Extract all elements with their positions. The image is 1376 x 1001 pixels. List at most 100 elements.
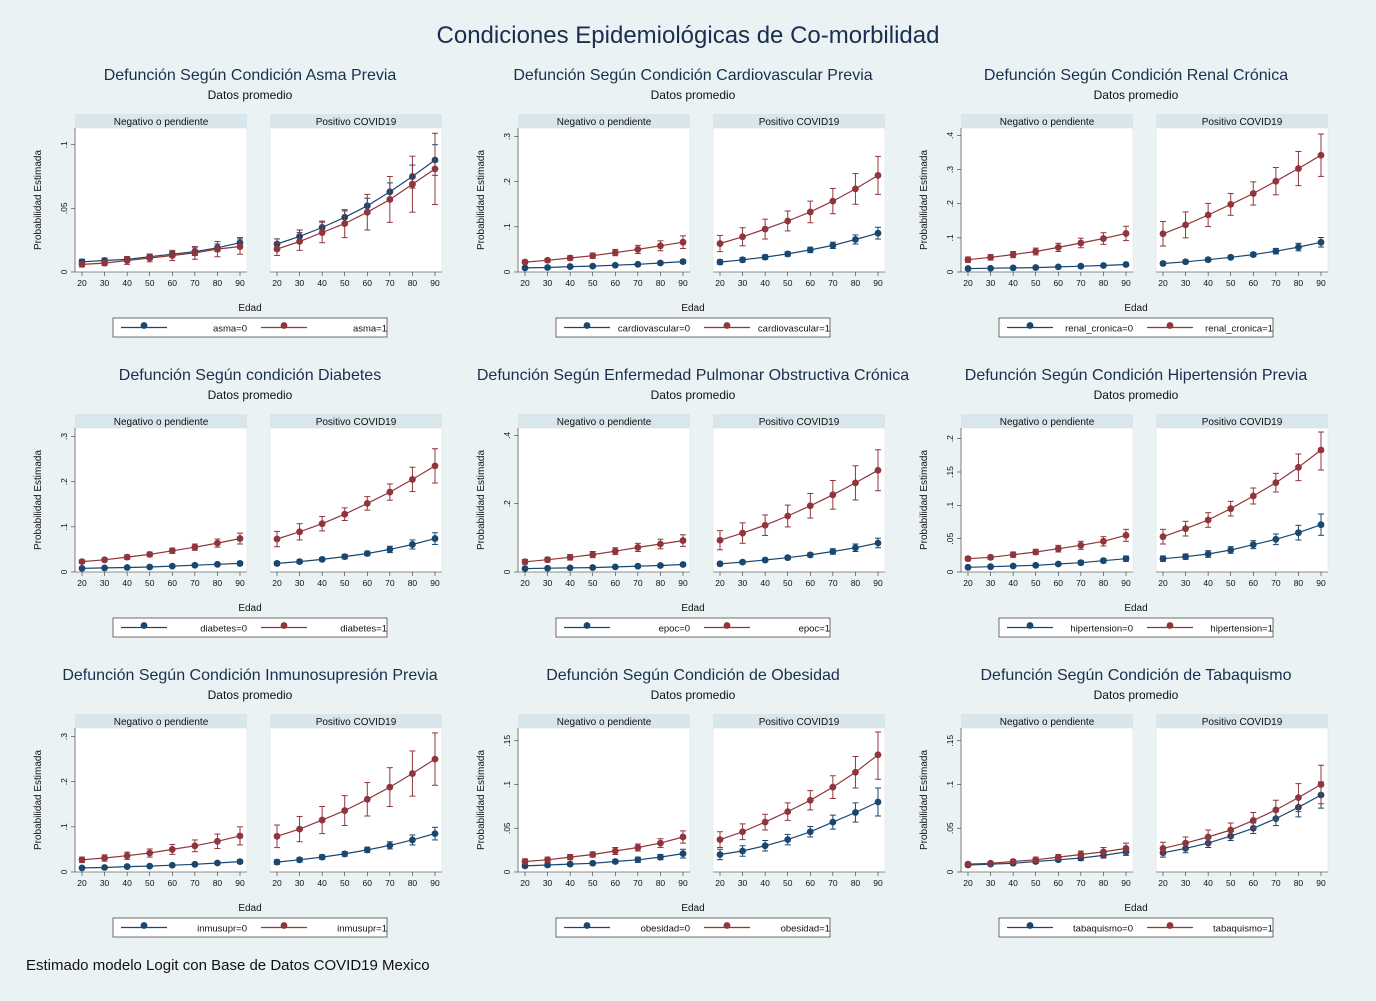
data-point bbox=[78, 564, 86, 572]
x-tick-label: 80 bbox=[213, 578, 223, 588]
data-point bbox=[214, 837, 221, 845]
data-point bbox=[123, 257, 131, 264]
x-tick-label: 60 bbox=[363, 578, 373, 588]
data-point bbox=[1295, 243, 1302, 251]
y-tick-label: .05 bbox=[945, 532, 955, 544]
data-point bbox=[1009, 551, 1017, 559]
data-point bbox=[589, 551, 597, 558]
data-point bbox=[296, 238, 303, 245]
data-point bbox=[784, 250, 792, 258]
panel-strip bbox=[518, 114, 690, 128]
panel-label: Positivo COVID19 bbox=[1202, 717, 1283, 728]
data-point bbox=[611, 858, 619, 865]
panel-strip bbox=[270, 114, 442, 128]
x-tick-label: 20 bbox=[520, 278, 530, 288]
y-tick-label: .4 bbox=[945, 132, 955, 139]
series-line bbox=[276, 833, 436, 863]
panel-label: Negativo o pendiente bbox=[557, 117, 652, 128]
data-point bbox=[739, 233, 746, 241]
x-axis-title: Edad bbox=[1124, 303, 1147, 314]
data-point bbox=[1272, 479, 1280, 487]
panel-label: Positivo COVID19 bbox=[759, 417, 840, 428]
y-tick-label: .2 bbox=[59, 778, 69, 785]
x-tick-label: 30 bbox=[543, 278, 553, 288]
data-point bbox=[829, 783, 837, 791]
x-tick-label: 60 bbox=[611, 578, 621, 588]
data-point bbox=[1249, 492, 1257, 500]
x-tick-label: 20 bbox=[1158, 278, 1168, 288]
x-tick-label: 90 bbox=[235, 878, 245, 888]
x-tick-label: 60 bbox=[806, 578, 816, 588]
x-tick-label: 20 bbox=[272, 278, 282, 288]
x-tick-label: 90 bbox=[873, 578, 883, 588]
data-point bbox=[1159, 230, 1167, 238]
panel-strip bbox=[270, 714, 442, 728]
data-point bbox=[1100, 235, 1107, 242]
series-line bbox=[524, 853, 684, 867]
data-point bbox=[806, 796, 814, 804]
data-point bbox=[544, 856, 551, 864]
data-point bbox=[784, 808, 792, 816]
data-point bbox=[1295, 794, 1302, 802]
chart-title: Defunción Según Condición Inmunosupresió… bbox=[62, 667, 437, 684]
x-tick-label: 70 bbox=[1271, 278, 1281, 288]
y-axis-title: Probabilidad Estimada bbox=[919, 750, 930, 850]
x-tick-label: 70 bbox=[1271, 878, 1281, 888]
legend-marker bbox=[1026, 322, 1034, 329]
legend-label: tabaquismo=1 bbox=[1213, 924, 1273, 935]
x-tick-label: 50 bbox=[1031, 278, 1041, 288]
x-tick-label: 40 bbox=[1008, 278, 1018, 288]
data-point bbox=[431, 462, 439, 470]
x-tick-label: 80 bbox=[656, 578, 666, 588]
data-point bbox=[1054, 853, 1062, 861]
data-point bbox=[964, 563, 972, 571]
data-point bbox=[214, 560, 221, 568]
x-axis-title: Edad bbox=[1124, 603, 1147, 614]
y-tick-label: 0 bbox=[502, 869, 512, 874]
data-point bbox=[386, 196, 394, 203]
data-point bbox=[1317, 781, 1325, 788]
y-tick-label: 0 bbox=[59, 269, 69, 274]
x-tick-label: 90 bbox=[1316, 278, 1326, 288]
data-point bbox=[589, 859, 597, 867]
data-point bbox=[657, 839, 664, 847]
panel-label: Negativo o pendiente bbox=[557, 417, 652, 428]
chart-title: Defunción Según Condición Renal Crónica bbox=[984, 67, 1288, 84]
x-tick-label: 60 bbox=[1054, 278, 1064, 288]
plot-area bbox=[1155, 427, 1329, 573]
chart-4: Defunción Según Enfermedad Pulmonar Obst… bbox=[476, 367, 909, 638]
panel-label: Positivo COVID19 bbox=[1202, 117, 1283, 128]
x-tick-label: 70 bbox=[385, 278, 395, 288]
x-tick-label: 40 bbox=[317, 878, 327, 888]
legend-marker bbox=[583, 922, 591, 929]
data-point bbox=[1295, 165, 1302, 172]
x-tick-label: 80 bbox=[656, 278, 666, 288]
x-tick-label: 50 bbox=[340, 878, 350, 888]
data-point bbox=[1122, 261, 1130, 268]
data-point bbox=[409, 836, 416, 844]
data-point bbox=[1032, 856, 1040, 864]
x-tick-label: 40 bbox=[760, 278, 770, 288]
data-point bbox=[806, 208, 814, 216]
x-tick-label: 80 bbox=[1099, 878, 1109, 888]
data-point bbox=[101, 556, 108, 564]
x-tick-label: 20 bbox=[963, 578, 973, 588]
x-tick-label: 80 bbox=[656, 878, 666, 888]
data-point bbox=[273, 858, 281, 866]
x-tick-label: 20 bbox=[715, 878, 725, 888]
panel-strip bbox=[75, 114, 247, 128]
x-tick-label: 30 bbox=[295, 278, 305, 288]
data-point bbox=[386, 783, 394, 791]
data-point bbox=[1249, 541, 1257, 549]
data-point bbox=[634, 844, 642, 851]
data-point bbox=[716, 560, 724, 568]
data-point bbox=[589, 262, 597, 270]
chart-subtitle: Datos promedio bbox=[651, 88, 736, 102]
panel-label: Positivo COVID19 bbox=[316, 717, 397, 728]
data-point bbox=[761, 253, 769, 261]
data-point bbox=[236, 858, 244, 866]
x-tick-label: 90 bbox=[678, 878, 688, 888]
data-point bbox=[1182, 258, 1189, 266]
data-point bbox=[566, 860, 574, 868]
legend-label: inmusupr=1 bbox=[337, 924, 387, 935]
